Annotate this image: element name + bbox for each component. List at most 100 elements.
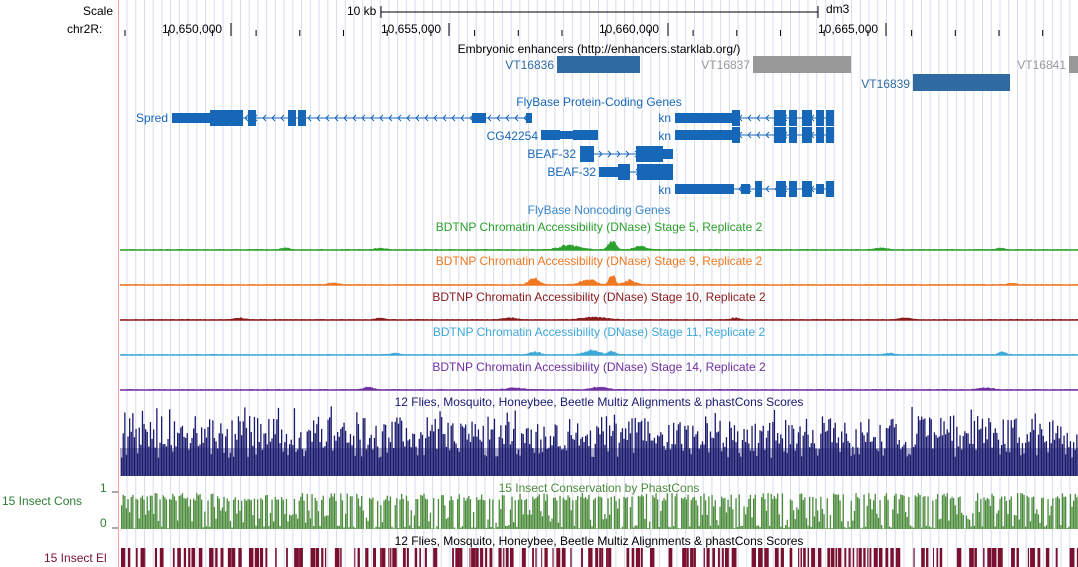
multiz-bar [557,446,560,476]
multiz-bar [500,425,502,476]
dnase-stage5-title[interactable]: BDTNP Chromatin Accessibility (DNase) St… [435,220,763,234]
multiz-track-title[interactable]: 12 Flies, Mosquito, Honeybee, Beetle Mul… [394,395,804,409]
cons-bar [869,499,872,529]
multiz-bar [425,438,427,476]
multiz-bar [477,429,480,476]
multiz-bar [487,416,489,476]
multiz-bar [527,427,529,476]
enhancer-label[interactable]: VT16836 [505,58,554,72]
cons-side-label[interactable]: 15 Insect Cons [2,494,83,508]
cons-bar [201,499,203,529]
multiz-bar [764,449,766,476]
conserved-element [838,548,842,567]
cons-bar [657,499,659,529]
dnase-stage14-title[interactable]: BDTNP Chromatin Accessibility (DNase) St… [432,360,766,374]
cons-bar [154,493,156,529]
multiz-bar [242,421,244,476]
gene-label[interactable]: kn [658,111,671,125]
cons-bar [143,499,145,529]
multiz-bar [837,437,840,476]
cons-bar [145,514,147,529]
enhancer-label[interactable]: VT16839 [861,77,910,91]
multiz-bar [914,444,916,476]
enhancer-label[interactable]: VT16837 [701,58,750,72]
conserved-element [867,548,869,567]
cons-bar [375,526,377,529]
multiz-bar [276,419,278,476]
gene-label[interactable]: CG42254 [486,129,538,143]
multiz-bar [308,429,310,476]
cons-bar [919,495,921,529]
multiz-bar [442,433,444,476]
dnase-stage9-title[interactable]: BDTNP Chromatin Accessibility (DNase) St… [435,254,763,268]
strand-arrow [747,114,752,122]
gene-label[interactable]: BEAF-32 [527,147,576,161]
cons-bar [1058,498,1060,529]
gene-label[interactable]: Spred [135,111,168,125]
cons-bar [751,517,753,529]
strand-arrow [451,114,456,122]
dnase-stage10-title[interactable]: BDTNP Chromatin Accessibility (DNase) St… [432,290,766,304]
cons-bar [322,495,324,529]
kn-exon [732,110,740,126]
multiz-bar [479,439,481,476]
cons-bar [273,521,275,529]
cons-bar [133,528,136,529]
multiz-bar [623,438,625,476]
multiz-bar [177,432,179,476]
multiz-bar [148,446,150,476]
multiz-bar [657,435,659,476]
spred-exon [298,110,306,126]
spred-exon [210,110,243,126]
multiz-bar [607,451,609,476]
cons-bar [393,528,395,529]
cons-bar [879,500,881,529]
gene-label[interactable]: BEAF-32 [547,165,596,179]
cons-bar [516,526,518,529]
cons-bar [713,506,715,529]
cons-bar [793,510,795,529]
cons-max-label: 1 [100,481,107,495]
strand-arrow [343,114,348,122]
enhancer-label[interactable]: VT16841 [1017,58,1066,72]
gene-label[interactable]: kn [658,129,671,143]
multiz-bar [677,424,680,476]
multiz-bar [255,454,257,476]
multiz-bar [609,425,611,476]
conserved-element [459,548,463,567]
multiz-bar [994,428,996,476]
cons-bar [501,495,504,529]
noncoding-track-title[interactable]: FlyBase Noncoding Genes [527,203,671,217]
dnase-stage11-title[interactable]: BDTNP Chromatin Accessibility (DNase) St… [432,325,766,339]
conserved-element [830,548,835,567]
cons-bar [541,516,544,529]
cons-bar [433,498,435,529]
elements-side-label[interactable]: 15 Insect El [44,551,107,565]
gene-label[interactable]: kn [658,183,671,197]
base-position-ruler[interactable] [0,0,1078,50]
multiz-bar [977,416,979,476]
enhancer-track-title[interactable]: Embryonic enhancers (http://enhancers.st… [457,42,741,56]
cons-bar [906,516,908,529]
gene-track-title[interactable]: FlyBase Protein-Coding Genes [516,95,682,109]
cons-bar [641,494,643,529]
conserved-element [183,548,187,567]
cons-bar [876,513,878,529]
elements-track-title[interactable]: 12 Flies, Mosquito, Honeybee, Beetle Mul… [394,534,804,548]
multiz-bar [757,442,760,476]
cons-bar [834,494,836,529]
cons-bar [269,512,272,529]
cons-bar [788,527,790,529]
conserved-element [848,548,851,567]
cons-track-title[interactable]: 15 Insect Conservation by PhastCons [498,481,700,495]
multiz-bar [564,445,566,476]
multiz-bar [269,441,272,476]
cons-bar [537,496,539,529]
multiz-bar [357,424,360,476]
multiz-bar [588,446,590,476]
cons-bar [863,494,865,529]
multiz-bar [197,446,200,476]
